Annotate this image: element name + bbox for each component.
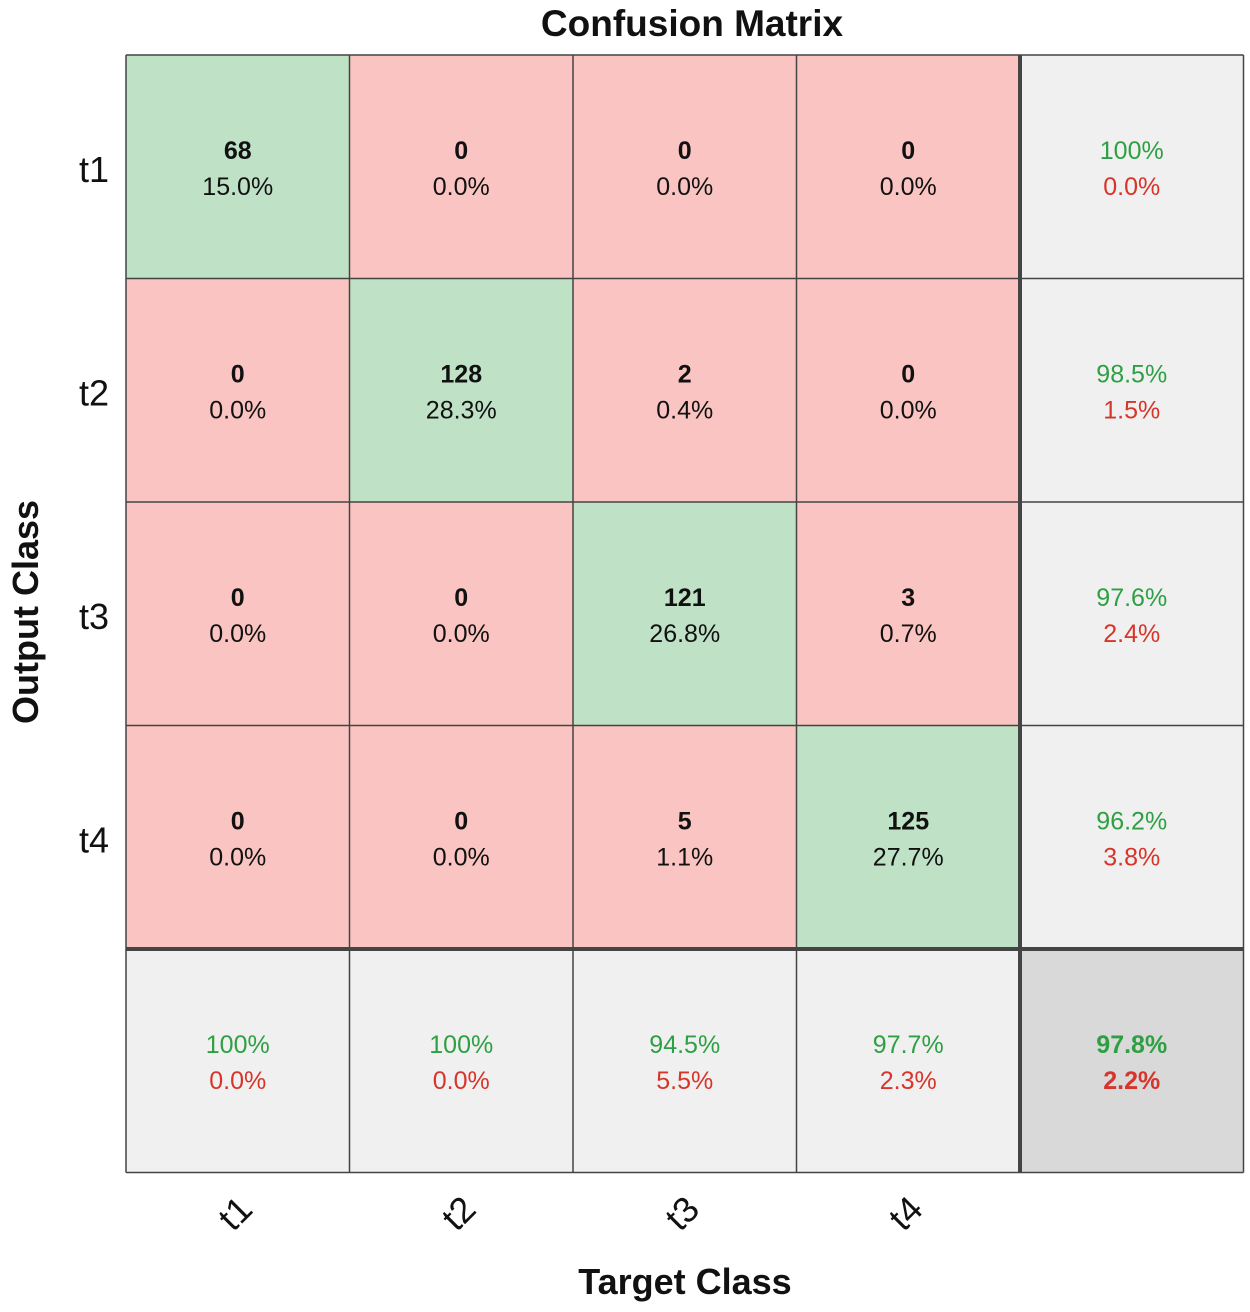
matrix-cell (796, 55, 1020, 279)
matrix-cell (126, 725, 350, 949)
cell-count: 0 (231, 584, 245, 612)
column-labels: t1 t2 t3 t4 (210, 1188, 931, 1238)
row-summary-error: 1.5% (1103, 397, 1160, 425)
matrix-cell (796, 502, 1020, 726)
column-summary-correct: 94.5% (649, 1031, 720, 1059)
column-summary-cell (796, 949, 1020, 1173)
y-axis-label: Output Class (5, 500, 46, 724)
row-label: t3 (79, 596, 109, 637)
cell-percent: 27.7% (873, 844, 944, 872)
matrix-cell (126, 55, 350, 279)
row-summary-correct: 96.2% (1096, 808, 1167, 836)
cell-percent: 0.0% (209, 620, 266, 648)
column-summary-correct: 100% (206, 1031, 270, 1059)
matrix-cell (573, 725, 797, 949)
cell-count: 128 (440, 361, 482, 389)
column-summary-cell (349, 949, 573, 1173)
cell-count: 0 (678, 137, 692, 165)
cell-percent: 0.0% (880, 173, 937, 201)
cell-percent: 0.0% (433, 844, 490, 872)
column-summary-error: 0.0% (209, 1067, 266, 1095)
matrix-cell (126, 502, 350, 726)
row-summary-cell (1020, 55, 1244, 279)
cell-percent: 26.8% (649, 620, 720, 648)
cell-percent: 28.3% (426, 397, 497, 425)
matrix-cell (796, 278, 1020, 502)
matrix-cell (573, 55, 797, 279)
row-summary-error: 2.4% (1103, 620, 1160, 648)
row-labels: t1 t2 t3 t4 (79, 149, 109, 861)
row-summary-cell (1020, 278, 1244, 502)
row-label: t1 (79, 149, 109, 190)
cell-count: 125 (887, 808, 929, 836)
column-label: t4 (880, 1188, 930, 1238)
column-summary-cell (126, 949, 350, 1173)
matrix-cell (349, 55, 573, 279)
column-label: t1 (210, 1188, 260, 1238)
cell-percent: 0.0% (209, 397, 266, 425)
overall-summary-cell (1020, 949, 1244, 1173)
matrix-cell (349, 502, 573, 726)
matrix-cell (573, 502, 797, 726)
matrix-cell (349, 278, 573, 502)
cell-percent: 0.4% (656, 397, 713, 425)
cell-count: 68 (224, 137, 252, 165)
column-summary-error: 5.5% (656, 1067, 713, 1095)
column-label: t2 (433, 1188, 483, 1238)
cell-percent: 0.7% (880, 620, 937, 648)
row-summary-cell (1020, 502, 1244, 726)
cell-percent: 0.0% (433, 173, 490, 201)
column-summary-correct: 100% (429, 1031, 493, 1059)
cell-percent: 0.0% (880, 397, 937, 425)
cell-percent: 1.1% (656, 844, 713, 872)
matrix-cell (349, 725, 573, 949)
cell-count: 0 (901, 137, 915, 165)
matrix-cell (573, 278, 797, 502)
column-summary-error: 0.0% (433, 1067, 490, 1095)
row-summary-error: 3.8% (1103, 844, 1160, 872)
cell-count: 0 (901, 361, 915, 389)
cell-count: 121 (664, 584, 706, 612)
row-summary-error: 0.0% (1103, 173, 1160, 201)
cell-count: 0 (231, 361, 245, 389)
row-summary-cell (1020, 725, 1244, 949)
cell-percent: 0.0% (209, 844, 266, 872)
cell-percent: 0.0% (433, 620, 490, 648)
column-label: t3 (657, 1188, 707, 1238)
cell-percent: 15.0% (202, 173, 273, 201)
row-summary-correct: 98.5% (1096, 361, 1167, 389)
matrix-gridlines (125, 54, 1245, 1174)
cell-count: 0 (454, 137, 468, 165)
cell-count: 2 (678, 361, 692, 389)
row-summary-correct: 100% (1100, 137, 1164, 165)
row-label: t2 (79, 373, 109, 414)
row-summary-correct: 97.6% (1096, 584, 1167, 612)
cell-count: 3 (901, 584, 915, 612)
cell-count: 0 (454, 584, 468, 612)
chart-title: Confusion Matrix (541, 3, 844, 44)
matrix-cells: 68 15.0% 0 0.0% 0 0.0% 0 0.0% 0 0.0% 128 28.3% 2 0.4%… (126, 55, 1244, 1173)
cell-count: 0 (454, 808, 468, 836)
column-summary-correct: 97.7% (873, 1031, 944, 1059)
column-summary-error: 2.3% (880, 1067, 937, 1095)
cell-count: 5 (678, 808, 692, 836)
row-label: t4 (79, 820, 109, 861)
overall-error: 2.2% (1103, 1067, 1160, 1095)
matrix-cell (126, 278, 350, 502)
cell-percent: 0.0% (656, 173, 713, 201)
cell-count: 0 (231, 808, 245, 836)
overall-correct: 97.8% (1096, 1031, 1167, 1059)
x-axis-label: Target Class (578, 1261, 791, 1302)
column-summary-cell (573, 949, 797, 1173)
matrix-cell (796, 725, 1020, 949)
